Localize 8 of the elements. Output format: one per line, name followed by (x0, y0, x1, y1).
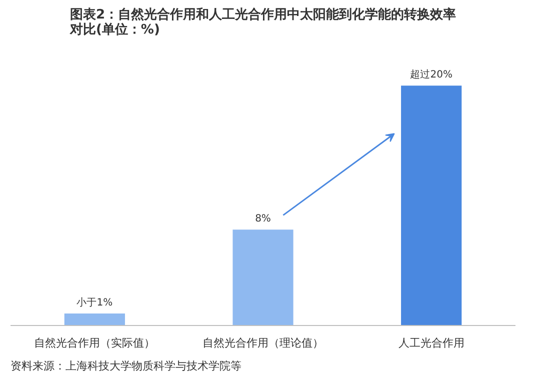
x-tick-label: 自然光合作用（理论值） (202, 336, 324, 350)
x-tick-label: 自然光合作用（实际值） (34, 336, 156, 350)
data-label: 8% (255, 214, 271, 225)
x-tick-label: 人工光合作用 (398, 336, 464, 350)
data-label: 超过20% (410, 68, 452, 81)
text: 资料来源：上海科技大学物质科学与技术学院等 (10, 360, 242, 372)
chart-title: 图表2：自然光合作用和人工光合作用中太阳能到化学能的转换效率对比(单位：%) (68, 6, 456, 38)
data-label: 小于1% (76, 296, 113, 309)
